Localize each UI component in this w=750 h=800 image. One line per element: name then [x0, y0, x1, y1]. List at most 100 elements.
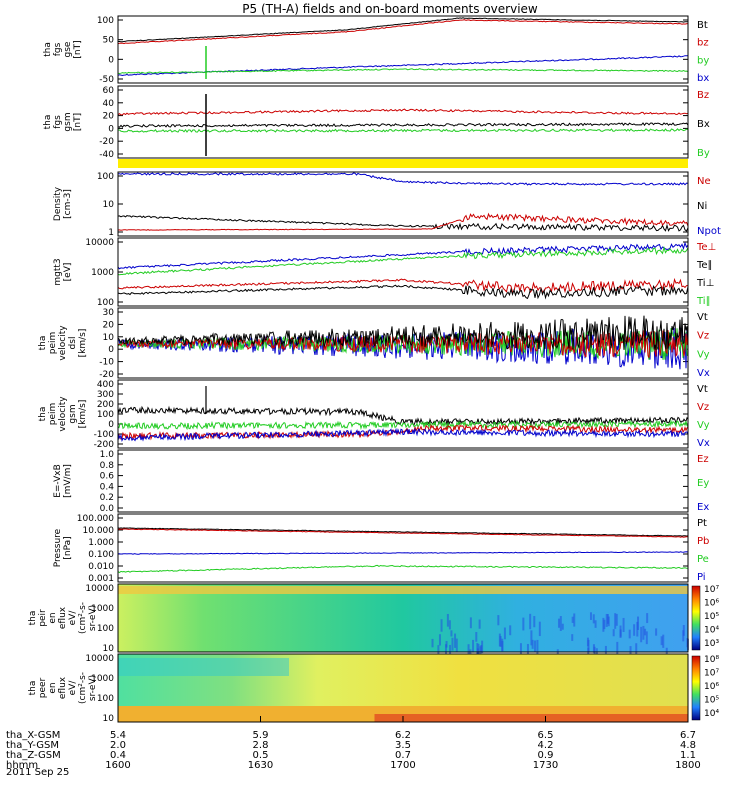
- ytick-label: 60: [103, 86, 115, 96]
- ylabel-line: en: [48, 612, 58, 623]
- ytick-label: 1000: [91, 674, 114, 684]
- colorbar-label: 10⁶: [704, 599, 719, 609]
- ytick-label: 0.6: [100, 472, 115, 482]
- peir-texture: [472, 639, 475, 653]
- ytick-label: -40: [99, 150, 114, 160]
- ytick-label: 200: [97, 400, 114, 410]
- ytick-label: 0.4: [100, 482, 115, 492]
- panel-fgs_gsm-ylabel: tha fgs gsm [nT]: [43, 112, 83, 131]
- series-Bt: [117, 17, 688, 43]
- series-Bx: [117, 122, 689, 128]
- legend-fgs_gsm-1: Bx: [697, 119, 710, 130]
- peir-texture: [616, 641, 619, 657]
- colorbar: [691, 655, 701, 721]
- peir-texture: [446, 613, 449, 627]
- ylabel-line: en: [48, 682, 58, 693]
- peir-texture: [498, 633, 501, 647]
- series-by: [117, 68, 689, 75]
- series-Npot: [117, 172, 689, 186]
- peir-texture: [644, 628, 647, 636]
- ytick-label: -100: [94, 430, 115, 440]
- series-Vt: [117, 315, 689, 351]
- xaxis-value: 1800: [675, 760, 700, 771]
- peir-texture: [448, 620, 451, 630]
- ytick-label: 100: [97, 624, 114, 634]
- ytick-label: 50: [103, 36, 115, 46]
- peer-hot-band: [374, 714, 688, 722]
- ylabel-line: eflux: [58, 606, 68, 629]
- panel-frame: [117, 513, 689, 583]
- panel-peer-ylabel: tha peer en eflux eV/(cm²-s-sr-eV): [28, 672, 98, 704]
- panel-efield-ylabel: E=-VxB [mV/m]: [53, 464, 73, 498]
- legend-vel_gsm-2: Vy: [697, 420, 710, 431]
- ytick-label: 10: [103, 644, 115, 654]
- series-Vy-gsm: [117, 419, 689, 431]
- peir-texture: [686, 638, 689, 648]
- legend-efield-2: Ex: [697, 502, 709, 513]
- ytick-label: 0.2: [100, 493, 114, 503]
- xaxis-value: 6.5: [538, 730, 554, 741]
- peir-texture: [660, 636, 663, 646]
- peir-texture: [637, 616, 640, 630]
- ylabel-line: [nT]: [73, 40, 83, 58]
- legend-density-1: Ni: [697, 201, 707, 212]
- legend-pressure-0: Pt: [697, 518, 707, 529]
- xaxis-value: 4.8: [680, 740, 696, 751]
- peir-texture: [431, 638, 434, 648]
- ytick-label: 100: [97, 298, 114, 308]
- peir-texture: [440, 619, 443, 632]
- ylabel-line: gsm: [63, 112, 73, 131]
- xaxis-value: 1.1: [680, 750, 696, 761]
- ytick-label: 10000: [85, 584, 114, 594]
- peir-texture: [469, 649, 472, 657]
- series-Ne: [117, 212, 689, 231]
- xaxis-row-label: hhmm: [6, 760, 38, 771]
- xaxis-value: 1600: [105, 760, 130, 771]
- peir-texture: [538, 621, 541, 637]
- ylabel-line: tha: [28, 681, 38, 696]
- peir-texture: [530, 630, 533, 646]
- peir-texture: [606, 614, 609, 624]
- legend-vel_dsl-3: Vx: [697, 368, 710, 379]
- ylabel-line: fgs: [53, 42, 63, 56]
- panel-frame: [117, 237, 689, 307]
- ytick-label: 400: [97, 380, 114, 390]
- peir-texture: [501, 638, 504, 651]
- ylabel-line: velocity: [58, 396, 68, 432]
- ylabel-line: [nPa]: [63, 536, 73, 559]
- xaxis-row-label: tha_Y-GSM: [6, 740, 59, 751]
- ylabel-line: [km/s]: [78, 329, 88, 358]
- peir-texture: [455, 638, 458, 653]
- series-By: [118, 128, 689, 133]
- ytick-label: 0.8: [100, 461, 115, 471]
- ylabel-line: (cm²-s-: [78, 602, 88, 634]
- ytick-label: 100: [97, 16, 114, 26]
- peir-texture: [509, 625, 512, 636]
- peir-texture: [642, 625, 645, 640]
- ytick-label: -10: [99, 358, 114, 368]
- ylabel-line: peir: [38, 609, 48, 627]
- ytick-label: -20: [99, 370, 114, 380]
- peir-texture: [594, 620, 597, 628]
- peir-texture: [589, 612, 592, 620]
- legend-fgs_gse-0: Bt: [697, 20, 708, 31]
- peir-texture: [449, 644, 452, 657]
- ytick-label: 0: [108, 345, 114, 355]
- panel-frame: [117, 15, 689, 84]
- series-Te-par: [117, 284, 689, 300]
- peir-texture: [444, 644, 447, 658]
- series-Pe: [117, 564, 688, 574]
- colorbar-label: 10³: [704, 639, 719, 649]
- ytick-label: 40: [103, 99, 115, 109]
- ytick-label: 100.000: [77, 514, 114, 524]
- panel-pressure-ylabel: Pressure [nPa]: [53, 528, 73, 567]
- legend-vel_gsm-3: Vx: [697, 438, 710, 449]
- legend-temp-2: Ti⊥: [696, 278, 714, 289]
- peir-texture: [571, 616, 574, 623]
- panel-density-ylabel: Density [cm-3]: [53, 186, 73, 221]
- ylabel-line: gse: [63, 41, 73, 57]
- xaxis-value: 1700: [390, 760, 415, 771]
- legend-vel_dsl-1: Vz: [697, 331, 709, 342]
- ytick-label: 100: [97, 410, 114, 420]
- xaxis-row-label: tha_X-GSM: [6, 730, 60, 741]
